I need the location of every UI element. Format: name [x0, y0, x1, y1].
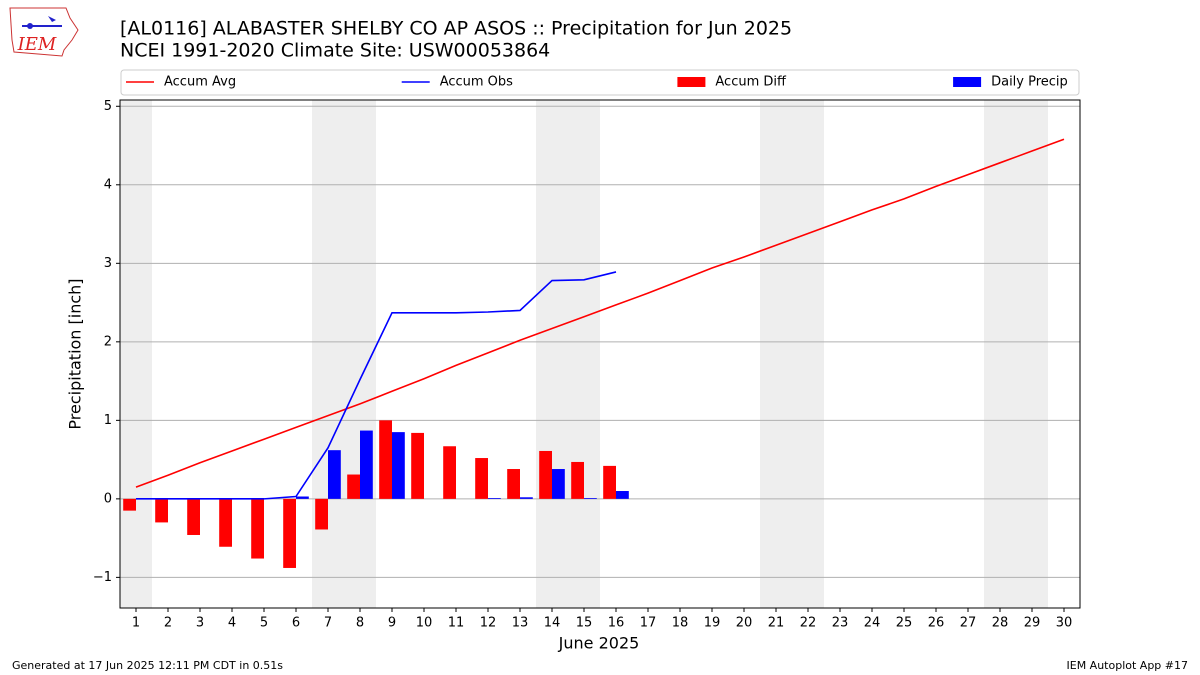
bar: [507, 469, 520, 499]
bar: [360, 430, 373, 499]
bar: [616, 491, 629, 499]
plot-frame: [119, 99, 1081, 609]
x-tick-label: 9: [388, 616, 396, 631]
x-tick-label: 14: [544, 616, 561, 631]
x-tick-label: 28: [992, 616, 1009, 631]
x-tick-label: 13: [512, 616, 529, 631]
x-tick-label: 21: [768, 616, 785, 631]
weekend-band: [760, 100, 792, 608]
x-tick-label: 29: [1024, 616, 1041, 631]
weekend-band: [312, 100, 344, 608]
y-tick-label: 3: [104, 256, 112, 271]
y-tick-label: 5: [104, 99, 112, 114]
bar: [603, 465, 616, 499]
bar: [539, 450, 552, 499]
x-tick-label: 12: [480, 616, 497, 631]
x-tick-label: 4: [228, 616, 236, 631]
bar: [411, 432, 424, 499]
logo-text: IEM: [17, 34, 57, 55]
weekend-band: [568, 100, 600, 608]
x-tick-label: 27: [960, 616, 977, 631]
bar: [187, 498, 200, 535]
legend-box: [120, 69, 1080, 96]
x-tick-label: 22: [800, 616, 817, 631]
x-axis-label: June 2025: [558, 634, 640, 653]
y-tick-label: −1: [93, 570, 112, 585]
x-tick-label: 19: [704, 616, 721, 631]
y-axis-label: Precipitation [inch]: [66, 278, 85, 429]
x-tick-label: 26: [928, 616, 945, 631]
x-tick-label: 18: [672, 616, 689, 631]
y-tick-label: 2: [104, 334, 112, 349]
x-tick-label: 3: [196, 616, 204, 631]
weekend-band: [792, 100, 824, 608]
x-tick-label: 23: [832, 616, 849, 631]
logo: IEM: [9, 7, 79, 57]
weekend-band: [1016, 100, 1048, 608]
weekend-band: [984, 100, 1016, 608]
x-tick-label: 24: [864, 616, 881, 631]
footer-right: IEM Autoplot App #17: [1067, 659, 1189, 672]
x-tick-label: 20: [736, 616, 753, 631]
legend-label: Accum Avg: [164, 75, 236, 90]
chart-title: [AL0116] ALABASTER SHELBY CO AP ASOS :: …: [120, 18, 792, 40]
bar: [488, 498, 501, 499]
y-tick-label: 1: [104, 413, 112, 428]
legend-label: Daily Precip: [991, 75, 1068, 90]
bar: [520, 497, 533, 499]
legend-swatch: [677, 77, 706, 87]
chart-subtitle: NCEI 1991-2020 Climate Site: USW00053864: [120, 40, 550, 62]
bar: [347, 474, 360, 499]
legend-label: Accum Obs: [440, 75, 513, 90]
footer-left: Generated at 17 Jun 2025 12:11 PM CDT in…: [12, 659, 283, 672]
x-tick-label: 10: [416, 616, 433, 631]
bar: [552, 469, 565, 499]
bar: [571, 461, 584, 499]
x-tick-label: 30: [1056, 616, 1073, 631]
x-tick-label: 2: [164, 616, 172, 631]
x-tick-label: 16: [608, 616, 625, 631]
weekend-band: [536, 100, 568, 608]
bar: [584, 498, 597, 499]
x-tick-label: 6: [292, 616, 300, 631]
bar: [443, 446, 456, 499]
bar: [296, 496, 309, 499]
y-tick-label: 0: [104, 491, 112, 506]
x-tick-label: 17: [640, 616, 657, 631]
bar: [219, 498, 232, 547]
bar: [251, 498, 264, 559]
x-tick-label: 7: [324, 616, 332, 631]
weekend-band: [120, 100, 152, 608]
x-tick-label: 5: [260, 616, 268, 631]
x-tick-label: 8: [356, 616, 364, 631]
bar: [283, 498, 296, 568]
line: [135, 138, 1065, 488]
x-tick-label: 1: [132, 616, 140, 631]
y-tick-label: 4: [104, 177, 112, 192]
bar: [475, 458, 488, 499]
legend-swatch: [953, 77, 982, 87]
bar: [379, 420, 392, 499]
x-tick-label: 11: [448, 616, 465, 631]
legend-label: Accum Diff: [715, 75, 787, 90]
x-tick-label: 15: [576, 616, 593, 631]
bar: [392, 432, 405, 499]
bar: [315, 498, 328, 530]
x-tick-label: 25: [896, 616, 913, 631]
bar: [155, 498, 168, 523]
bar: [328, 450, 341, 499]
line: [136, 271, 617, 500]
weekend-band: [344, 100, 376, 608]
bar: [123, 498, 136, 511]
